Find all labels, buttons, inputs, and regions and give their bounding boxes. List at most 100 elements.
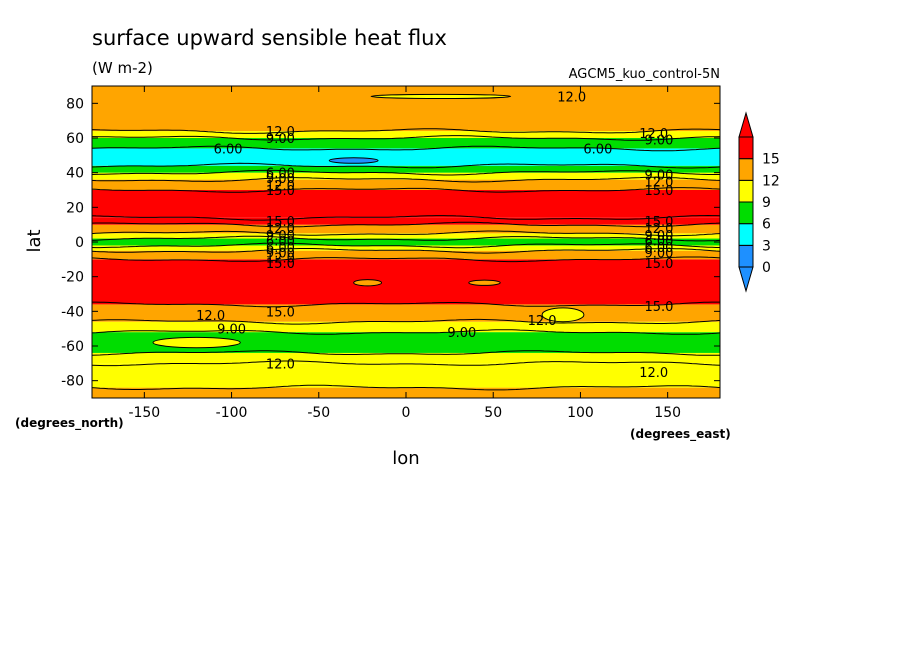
contour-labels: 12.012.09.006.00 6.0012.09.006.009.0012.0… [196,90,673,381]
zonal-band-16 [92,165,720,173]
zonal-band-15 [92,172,720,180]
contour-label-12: 12.0 [644,175,673,190]
y-tick-label-2: -40 [61,304,84,320]
x-tick-label-1: -100 [216,405,248,421]
contour-label-19: 9.00 [266,246,295,261]
x-tick-label-4: 50 [484,405,502,421]
zonal-band-9 [92,238,720,246]
patch-5 [370,93,512,99]
y-axis-units: (degrees_north) [15,416,124,431]
zonal-band-2 [92,352,720,364]
contour-label-5: 12.0 [639,127,668,142]
contour-label-10: 15.0 [266,184,295,199]
zonal-band-13 [92,190,720,218]
zonal-band-14 [92,179,720,190]
contour-line-0 [91,384,721,391]
contour-line-6 [91,256,721,263]
contour-label-32: 9.00 [217,323,246,338]
patch-1 [468,279,501,286]
contour-label-11: 9.00 [644,168,673,183]
contour-label-20: 12.0 [266,252,295,267]
contour-line-16 [91,162,721,169]
contour-label-6: 9.00 [644,134,673,149]
zonal-band-3 [92,332,720,353]
contour-line-12 [91,214,721,221]
x-axis-label: lon [392,448,419,469]
contour-label-9: 12.0 [266,179,295,194]
contour-label-30: 15.0 [266,305,295,320]
chart-title: surface upward sensible heat flux [92,26,447,50]
x-tick-label-6: 150 [654,405,681,421]
contour-label-33: 9.00 [447,326,476,341]
colorbar-label-0: 0 [762,260,771,276]
colorbar-label-5: 15 [762,152,780,168]
contour-label-15: 12.0 [266,222,295,237]
zonal-band-5 [92,304,720,322]
colorbar-label-4: 12 [762,173,780,189]
contour-label-4: 6.00 [583,142,612,157]
y-tick-label-5: 20 [66,200,84,216]
patch-4 [152,336,241,349]
colorbar-over-arrow [738,111,754,138]
contour-label-13: 15.0 [644,184,673,199]
x-tick-label-5: 100 [567,405,594,421]
contour-label-17: 6.00 [266,234,295,249]
y-tick-label-6: 40 [66,166,84,182]
contour-label-26: 6.00 [644,241,673,256]
contour-label-23: 12.0 [644,222,673,237]
colorbar-under-arrow [738,266,754,293]
contour-label-18: 6.00 [266,241,295,256]
colorbar-segment-4 [738,158,754,181]
zonal-band-11 [92,224,720,234]
zonal-band-6 [92,259,720,305]
zonal-band-10 [92,233,720,239]
contour-line-17 [91,145,721,152]
contour-line-15 [91,169,720,176]
contour-label-28: 15.0 [644,257,673,272]
contour-label-22: 15.0 [644,215,673,230]
zonal-band-19 [92,131,720,138]
patch-0 [353,279,383,287]
contour-line-7 [91,248,721,254]
contour-line-18 [92,135,721,141]
colorbar-segment-5 [738,136,754,160]
contour-line-11 [91,221,721,228]
contour-label-21: 15.0 [266,257,295,272]
contour-label-0: 12.0 [557,90,586,105]
x-tick-label-0: -150 [128,405,160,421]
zonal-band-1 [92,363,720,388]
zonal-band-8 [92,245,720,251]
plot-area-fill [92,86,720,398]
colorbar-segment-3 [738,179,754,203]
y-tick-label-1: -60 [61,339,84,355]
x-axis: -150 -100 -50 0 50 100 150 [128,86,681,421]
contour-line-14 [91,176,721,183]
colorbar-label-1: 3 [762,238,771,254]
y-tick-label-7: 60 [66,131,84,147]
patch-3 [541,307,585,323]
contour-line-3 [91,329,721,335]
contour-label-35: 12.0 [266,357,295,372]
contour-line-9 [91,235,721,242]
y-axis: -80 -60 -40 -20 0 20 40 60 80 [61,96,720,390]
zonal-band-12 [92,217,720,225]
contour-line-13 [91,187,721,193]
contour-label-8: 9.00 [266,172,295,187]
y-tick-label-0: -80 [61,374,84,390]
contour-line-5 [92,301,720,308]
contour-label-14: 15.0 [266,215,295,230]
contour-label-31: 12.0 [196,309,225,324]
x-axis-units: (degrees_east) [630,427,731,442]
zonal-band-7 [92,250,720,260]
y-tick-label-4: 0 [75,235,84,251]
x-tick-label-2: -50 [307,405,330,421]
contour-label-29: 15.0 [644,300,673,315]
zonal-band-17 [92,148,720,166]
zonal-band-4 [92,321,720,333]
contour-label-16: 9.00 [266,229,295,244]
contour-label-36: 12.0 [639,366,668,381]
y-axis-label: lat [24,229,45,252]
y-tick-label-8: 80 [66,96,84,112]
contour-label-7: 6.00 [266,167,295,182]
contour-line-19 [91,128,721,134]
